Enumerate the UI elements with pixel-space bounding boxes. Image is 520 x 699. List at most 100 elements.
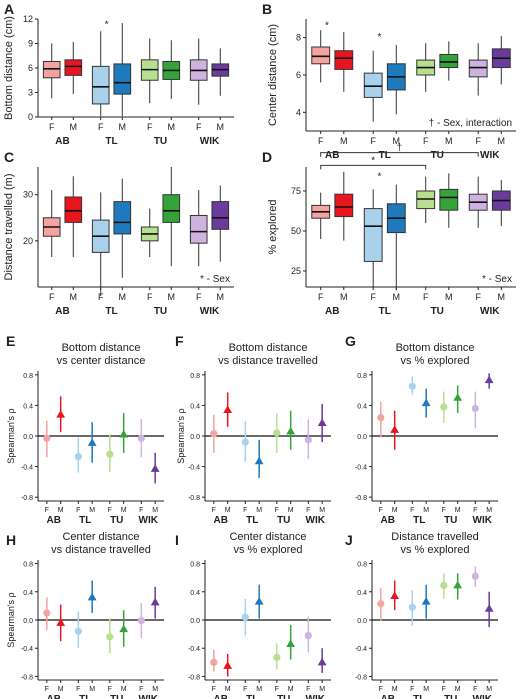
point-ab-m: [56, 604, 66, 642]
y-tick-label: 0.0: [23, 434, 33, 441]
y-tick-label: 4: [296, 107, 301, 117]
x-tick-label-sex: M: [225, 507, 231, 514]
box-ab-m: [334, 171, 354, 241]
x-tick-label-sex: M: [119, 122, 127, 132]
x-tick-label-sex: M: [58, 507, 64, 514]
x-group-label: TU: [154, 136, 167, 147]
y-tick-label: -0.8: [355, 674, 367, 681]
bracket-label: †: [397, 143, 403, 154]
x-tick-label-sex: F: [370, 136, 376, 146]
point-tl-m: [421, 584, 431, 619]
panel-title: Bottom distance: [62, 342, 141, 354]
box-tl-m: [113, 23, 132, 117]
box-body: [113, 63, 132, 95]
point-tl-m: [87, 422, 97, 463]
x-tick-label-sex: F: [196, 122, 202, 132]
box-wik-m: [211, 48, 230, 96]
x-group-label: WIK: [139, 694, 159, 699]
point-marker-circle: [106, 633, 114, 641]
point-tu-f: [106, 434, 114, 472]
y-tick-label: 8: [296, 33, 301, 43]
box-body: [162, 194, 181, 223]
x-tick-label-sex: M: [168, 122, 176, 132]
box-tu-m: [439, 41, 459, 81]
x-tick-label-sex: F: [473, 507, 477, 514]
point-marker-triangle: [484, 604, 494, 612]
y-tick-label: 0.8: [23, 562, 33, 569]
box-ab-m: [334, 32, 354, 92]
point-wik-f: [137, 419, 145, 458]
x-tick-label-sex: F: [318, 292, 324, 302]
box-tu-f: [416, 176, 436, 223]
point-wik-m: [484, 373, 494, 389]
x-group-label: TL: [79, 694, 91, 699]
x-tick-label-sex: F: [49, 292, 55, 302]
panel-letter: C: [4, 149, 14, 165]
x-group-label: WIK: [200, 136, 220, 147]
point-ab-f: [377, 588, 385, 621]
point-ab-f: [43, 597, 51, 630]
point-marker-triangle: [317, 418, 327, 426]
point-marker-triangle: [390, 425, 400, 433]
y-tick-label: -0.4: [188, 646, 200, 653]
x-tick-label-sex: M: [455, 686, 461, 693]
x-group-label: TL: [413, 515, 425, 526]
box-wik-m: [491, 179, 511, 227]
y-tick-label: 0.4: [357, 590, 367, 597]
x-tick-label-sex: M: [70, 122, 78, 132]
panel-letter: A: [4, 1, 14, 17]
point-tl-f: [241, 420, 249, 462]
box-ab-f: [42, 43, 61, 99]
panel-title: vs distance travelled: [51, 544, 151, 556]
x-tick-label-sex: F: [147, 122, 153, 132]
x-group-label: AB: [214, 515, 228, 526]
y-tick-label: 0.8: [190, 373, 200, 380]
x-group-label: TL: [379, 306, 391, 317]
box-body: [64, 59, 83, 76]
y-tick-label: 0.0: [190, 618, 200, 625]
x-tick-label-sex: F: [45, 686, 49, 693]
panel-title: Distance travelled: [391, 531, 478, 543]
x-tick-label-sex: F: [318, 136, 324, 146]
x-group-label: TL: [413, 694, 425, 699]
x-group-label: AB: [55, 306, 69, 317]
point-ab-m: [223, 653, 233, 677]
x-tick-label-sex: F: [423, 292, 429, 302]
x-tick-label-sex: M: [319, 686, 325, 693]
box-body: [334, 193, 354, 218]
point-tu-m: [453, 385, 463, 414]
point-marker-triangle: [119, 429, 129, 438]
point-marker-triangle: [56, 409, 66, 418]
y-tick-label: 0.8: [23, 373, 33, 380]
x-tick-label-sex: F: [212, 507, 216, 514]
point-ab-m: [390, 580, 400, 611]
point-wik-f: [471, 391, 479, 429]
box-tl-f: [363, 50, 383, 122]
y-axis-title: Spearman's ρ: [6, 408, 16, 463]
x-tick-label-sex: M: [498, 292, 506, 302]
point-marker-circle: [43, 434, 51, 442]
x-tick-label-sex: F: [243, 507, 247, 514]
x-tick-label-sex: F: [45, 507, 49, 514]
x-tick-label-sex: F: [243, 686, 247, 693]
x-group-label: AB: [55, 136, 69, 147]
x-group-label: WIK: [480, 150, 500, 161]
x-group-label: TU: [154, 306, 167, 317]
box-tl-m: [386, 184, 406, 291]
point-tu-f: [273, 413, 281, 453]
x-group-label: AB: [381, 515, 395, 526]
point-marker-triangle: [223, 661, 233, 669]
box-body: [311, 46, 331, 65]
x-tick-label-sex: M: [58, 686, 64, 693]
x-tick-label-sex: F: [108, 507, 112, 514]
x-tick-label-sex: F: [475, 136, 481, 146]
x-tick-label-sex: M: [121, 686, 127, 693]
y-tick-label: 0.4: [190, 403, 200, 410]
x-group-label: AB: [381, 694, 395, 699]
point-marker-circle: [137, 434, 145, 442]
point-ab-m: [223, 392, 233, 427]
x-tick-label-sex: M: [423, 686, 429, 693]
y-tick-label: -0.4: [188, 465, 200, 472]
